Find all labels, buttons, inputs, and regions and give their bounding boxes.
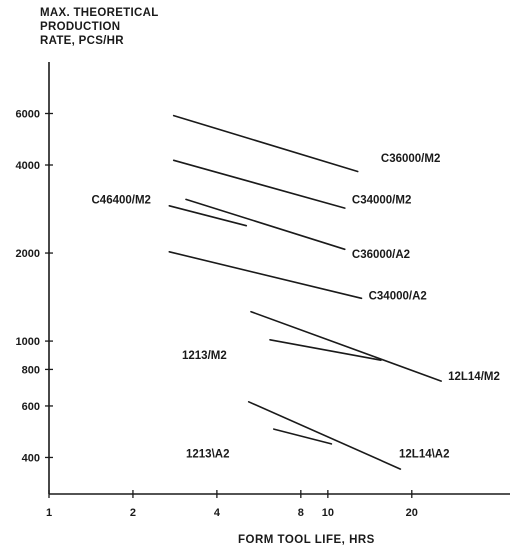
series-label-c46400-m2: C46400/M2 xyxy=(92,195,151,207)
series-label-c36000-m2: C36000/M2 xyxy=(381,153,440,165)
y-axis-title: MAX. THEORETICAL PRODUCTION RATE, PCS/HR xyxy=(40,6,159,48)
series-line-12l14-m2 xyxy=(250,310,443,382)
series-line-1213-a2 xyxy=(272,428,333,445)
series-label-12l14-a2: 12L14\A2 xyxy=(399,449,450,461)
series-line-c34000-m2 xyxy=(172,159,346,209)
series-label-1213-m2: 1213/M2 xyxy=(182,350,227,362)
series-label-c34000-m2: C34000/M2 xyxy=(352,195,411,207)
x-tick-label-4: 4 xyxy=(214,507,221,519)
x-axis-title: FORM TOOL LIFE, HRS xyxy=(238,534,375,546)
y-tick-label-2000: 2000 xyxy=(16,248,40,260)
series-line-c36000-a2 xyxy=(185,198,346,251)
y-tick-label-6000: 6000 xyxy=(16,108,40,120)
series-label-c34000-a2: C34000/A2 xyxy=(369,290,427,302)
series-label-12l14-m2: 12L14/M2 xyxy=(448,371,500,383)
y-axis-title-line-3: RATE, PCS/HR xyxy=(40,35,124,47)
x-tick-label-10: 10 xyxy=(322,507,334,519)
y-tick-label-400: 400 xyxy=(22,452,40,464)
y-tick-label-800: 800 xyxy=(22,364,40,376)
series-line-c34000-a2 xyxy=(168,251,363,300)
series-label-c36000-a2: C36000/A2 xyxy=(352,249,410,261)
y-tick-label-4000: 4000 xyxy=(16,160,40,172)
x-tick-label-8: 8 xyxy=(298,507,304,519)
x-tick-label-2: 2 xyxy=(130,507,136,519)
series-line-1213-m2 xyxy=(269,338,382,362)
y-axis-title-line-2: PRODUCTION xyxy=(40,21,121,33)
y-axis-title-line-1: MAX. THEORETICAL xyxy=(40,7,159,19)
x-tick-label-1: 1 xyxy=(46,507,52,519)
series-line-c46400-m2 xyxy=(168,205,248,227)
series-line-12l14-a2 xyxy=(247,400,402,470)
series-line-c36000-m2 xyxy=(172,114,359,173)
y-tick-label-600: 600 xyxy=(22,401,40,413)
x-tick-label-20: 20 xyxy=(406,507,418,519)
series-label-1213-a2: 1213\A2 xyxy=(186,449,229,461)
y-tick-label-1000: 1000 xyxy=(16,336,40,348)
